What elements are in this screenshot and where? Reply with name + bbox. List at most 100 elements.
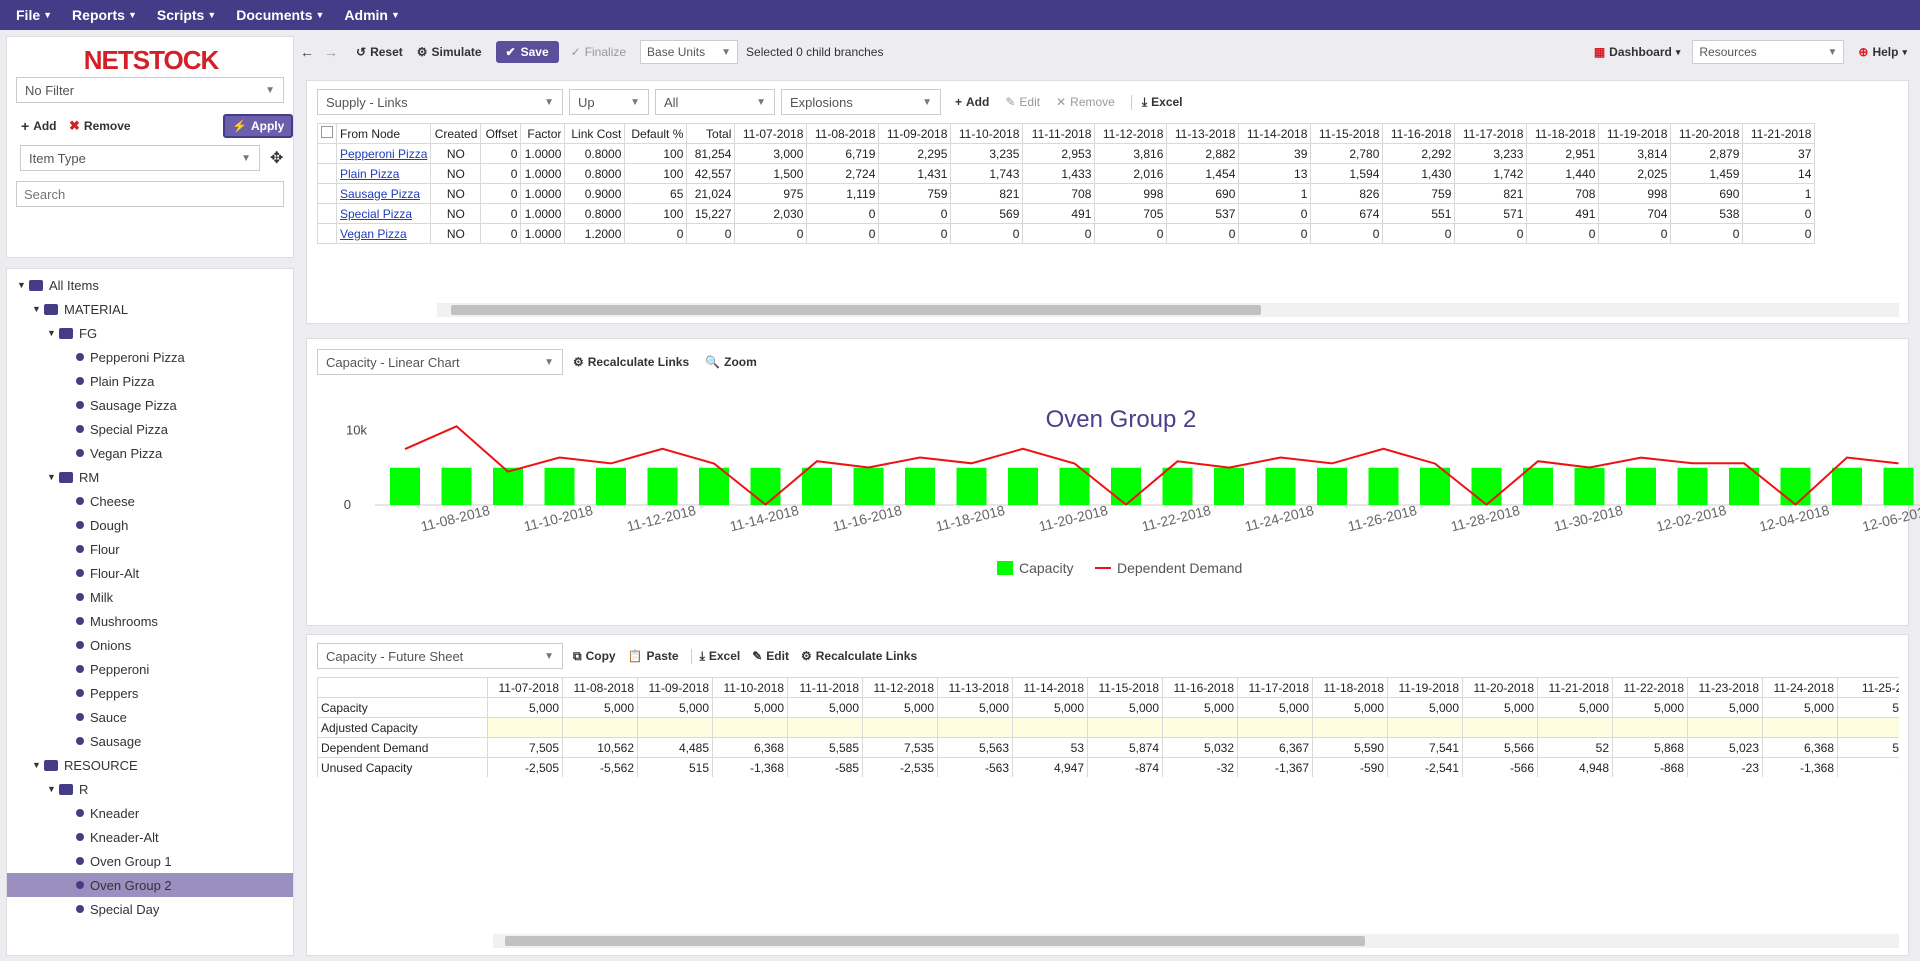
date-value-cell[interactable]: 998 [1598, 183, 1672, 204]
expand-triangle-icon[interactable]: ▼ [47, 328, 56, 338]
date-column-header[interactable]: 11-24-2018 [1762, 677, 1838, 698]
save-button[interactable]: ✔ Save [495, 41, 559, 63]
tree-node[interactable]: Kneader [7, 801, 293, 825]
direction-select[interactable]: Up ▼ [569, 89, 649, 115]
date-value-cell[interactable]: 0 [1382, 223, 1456, 244]
date-value-cell[interactable]: 0 [1166, 223, 1240, 244]
date-column-header[interactable]: 11-08-2018 [806, 123, 880, 144]
date-value-cell[interactable]: 2,882 [1166, 143, 1240, 164]
from-node-link[interactable]: Plain Pizza [335, 163, 432, 184]
excel-export-button[interactable]: ⤓ Excel [1130, 94, 1183, 110]
date-value-cell[interactable]: 2,025 [1598, 163, 1672, 184]
date-value-cell[interactable]: 998 [1094, 183, 1168, 204]
reset-button[interactable]: ↺ Reset [356, 45, 403, 59]
paste-button[interactable]: 📋 Paste [628, 649, 679, 663]
date-value-cell[interactable]: 538 [1670, 203, 1744, 224]
date-value-cell[interactable]: 1,743 [950, 163, 1024, 184]
date-column-header[interactable]: 11-11-2018 [1022, 123, 1096, 144]
date-column-header[interactable]: 11-25-20 [1837, 677, 1899, 698]
date-value-cell[interactable]: 0 [1598, 223, 1672, 244]
mode-select[interactable]: Explosions ▼ [781, 89, 941, 115]
sheet-value-cell[interactable] [562, 717, 638, 738]
column-header[interactable]: Total [686, 123, 736, 144]
sheet-value-cell[interactable] [1012, 717, 1088, 738]
date-value-cell[interactable]: 0 [1742, 203, 1816, 224]
date-value-cell[interactable]: 571 [1454, 203, 1528, 224]
menu-reports[interactable]: Reports ▼ [72, 7, 137, 23]
date-value-cell[interactable]: 1,500 [734, 163, 808, 184]
date-value-cell[interactable]: 0 [1022, 223, 1096, 244]
date-column-header[interactable]: 11-15-2018 [1087, 677, 1163, 698]
date-column-header[interactable]: 11-23-2018 [1687, 677, 1763, 698]
date-value-cell[interactable]: 2,951 [1526, 143, 1600, 164]
date-value-cell[interactable]: 690 [1166, 183, 1240, 204]
simulate-button[interactable]: ⚙ Simulate [417, 45, 482, 59]
scrollbar-thumb[interactable] [451, 305, 1261, 315]
date-column-header[interactable]: 11-19-2018 [1598, 123, 1672, 144]
column-header[interactable]: Offset [480, 123, 522, 144]
copy-button[interactable]: ⧉ Copy [573, 649, 616, 664]
date-value-cell[interactable]: 3,233 [1454, 143, 1528, 164]
date-column-header[interactable]: 11-15-2018 [1310, 123, 1384, 144]
column-header[interactable]: From Node [335, 123, 432, 144]
tree-node[interactable]: Sausage [7, 729, 293, 753]
date-value-cell[interactable]: 2,780 [1310, 143, 1384, 164]
tree-node[interactable]: Sauce [7, 705, 293, 729]
date-value-cell[interactable]: 3,814 [1598, 143, 1672, 164]
tree-node[interactable]: Milk [7, 585, 293, 609]
table-row[interactable]: Sausage Pizza NO 0 1.0000 0.9000 65 21,024 975 1… [317, 183, 1816, 204]
date-column-header[interactable]: 11-13-2018 [937, 677, 1013, 698]
tree-node[interactable]: ▼ RM [7, 465, 293, 489]
date-value-cell[interactable]: 39 [1238, 143, 1312, 164]
tree-node[interactable]: Mushrooms [7, 609, 293, 633]
tree-node[interactable]: Dough [7, 513, 293, 537]
sheet-value-cell[interactable] [1612, 717, 1688, 738]
filter-select[interactable]: No Filter ▼ [16, 77, 284, 103]
sheet-value-cell[interactable] [787, 717, 863, 738]
node-link[interactable]: Pepperoni Pizza [340, 146, 428, 161]
date-value-cell[interactable]: 1,459 [1670, 163, 1744, 184]
date-column-header[interactable]: 11-22-2018 [1612, 677, 1688, 698]
tree-node[interactable]: Cheese [7, 489, 293, 513]
column-header[interactable]: Factor [520, 123, 566, 144]
tree-node[interactable]: Pepperoni [7, 657, 293, 681]
zoom-button[interactable]: 🔍 Zoom [705, 355, 757, 369]
sheet-row[interactable]: Adjusted Capacity [317, 717, 1899, 738]
sheet-value-cell[interactable] [1162, 717, 1238, 738]
table-row[interactable]: Special Pizza NO 0 1.0000 0.8000 100 15,227 2,0… [317, 203, 1816, 224]
date-value-cell[interactable]: 975 [734, 183, 808, 204]
date-value-cell[interactable]: 2,292 [1382, 143, 1456, 164]
table-row[interactable]: Vegan Pizza NO 0 1.0000 1.2000 0 0 0 0 0 0 0 0 0 0 0 0 0 0… [317, 223, 1816, 244]
tree-node[interactable]: ▼ RESOURCE [7, 753, 293, 777]
date-column-header[interactable]: 11-12-2018 [1094, 123, 1168, 144]
from-node-link[interactable]: Vegan Pizza [335, 223, 432, 244]
add-link-button[interactable]: + Add [955, 95, 989, 109]
sheet-excel-button[interactable]: ⤓ Excel [690, 648, 740, 664]
date-column-header[interactable]: 11-07-2018 [487, 677, 563, 698]
date-value-cell[interactable]: 3,816 [1094, 143, 1168, 164]
sheet-row[interactable]: Dependent Demand 7,505 10,562 4,485 6,368 5,5… [317, 737, 1899, 758]
expand-triangle-icon[interactable]: ▼ [47, 784, 56, 794]
node-link[interactable]: Plain Pizza [340, 166, 400, 181]
date-value-cell[interactable]: 704 [1598, 203, 1672, 224]
date-value-cell[interactable]: 37 [1742, 143, 1816, 164]
row-selector[interactable] [317, 143, 337, 164]
tree-node[interactable]: Pepperoni Pizza [7, 345, 293, 369]
tree-node[interactable]: Special Day [7, 897, 293, 921]
sheet-row[interactable]: Unused Capacity -2,505 -5,562 515 -1,368 -585… [317, 757, 1899, 777]
date-column-header[interactable]: 11-12-2018 [862, 677, 938, 698]
sheet-value-cell[interactable] [1537, 717, 1613, 738]
date-column-header[interactable]: 11-17-2018 [1237, 677, 1313, 698]
date-value-cell[interactable]: 0 [1454, 223, 1528, 244]
date-column-header[interactable]: 11-20-2018 [1670, 123, 1744, 144]
date-value-cell[interactable]: 551 [1382, 203, 1456, 224]
sheet-value-cell[interactable] [637, 717, 713, 738]
tree-node[interactable]: Special Pizza [7, 417, 293, 441]
row-selector[interactable] [317, 203, 337, 224]
tree-node[interactable]: Oven Group 1 [7, 849, 293, 873]
apply-button[interactable]: ⚡ Apply [223, 114, 294, 138]
date-column-header[interactable]: 11-09-2018 [637, 677, 713, 698]
forward-arrow-icon[interactable]: → [324, 44, 338, 60]
scope-select[interactable]: All ▼ [655, 89, 775, 115]
column-header[interactable]: Default % [624, 123, 688, 144]
